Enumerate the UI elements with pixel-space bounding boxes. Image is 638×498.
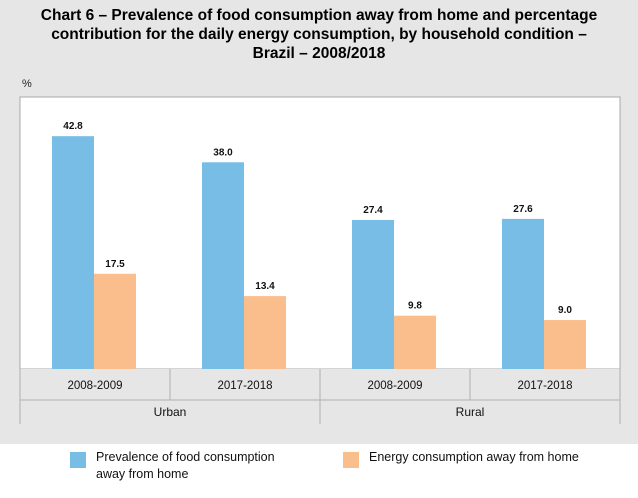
legend-swatch-prevalence — [70, 452, 86, 468]
bar-energy-4 — [544, 320, 586, 369]
data-label-prevalence-1: 42.8 — [63, 121, 83, 132]
data-label-energy-3: 9.8 — [408, 301, 422, 312]
chart-title-line-3: Brazil – 2008/2018 — [252, 45, 386, 62]
bar-energy-1 — [94, 273, 136, 369]
bar-energy-3 — [394, 315, 436, 369]
data-label-energy-4: 9.0 — [558, 305, 572, 316]
chart-title-line-2: contribution for the daily energy consum… — [51, 26, 587, 43]
x-tick-label-2: 2017-2018 — [218, 380, 273, 392]
data-label-prevalence-2: 38.0 — [213, 147, 233, 158]
legend-label-energy: Energy consumption away from home — [369, 450, 579, 464]
y-axis-unit-label: % — [22, 78, 32, 90]
x-tick-label-1: 2008-2009 — [68, 380, 123, 392]
data-label-energy-2: 13.4 — [255, 281, 275, 292]
data-label-prevalence-3: 27.4 — [363, 205, 383, 216]
legend-item-energy: Energy consumption away from home — [343, 449, 579, 468]
legend-item-prevalence: Prevalence of food consumption away from… — [70, 449, 296, 483]
bar-prevalence-1 — [52, 136, 94, 369]
legend-swatch-energy — [343, 452, 359, 468]
bar-prevalence-3 — [352, 219, 394, 369]
bar-prevalence-2 — [202, 162, 244, 369]
chart-title-line-1: Chart 6 – Prevalence of food consumption… — [40, 7, 598, 24]
x-tick-label-4: 2017-2018 — [518, 380, 573, 392]
bar-energy-2 — [244, 296, 286, 369]
chart-title: Chart 6 – Prevalence of food consumption… — [0, 6, 638, 63]
legend: Prevalence of food consumption away from… — [0, 444, 638, 498]
legend-label-prevalence: Prevalence of food consumption away from… — [96, 450, 275, 481]
group-label-urban: Urban — [154, 405, 187, 419]
data-label-prevalence-4: 27.6 — [513, 204, 533, 215]
x-tick-label-3: 2008-2009 — [368, 380, 423, 392]
group-label-rural: Rural — [456, 405, 485, 419]
bar-chart: 42.8 17.5 38.0 13.4 27.4 9.8 27.6 9.0 2008-2009 2… — [19, 96, 621, 424]
bar-prevalence-4 — [502, 218, 544, 369]
data-label-energy-1: 17.5 — [105, 259, 125, 270]
